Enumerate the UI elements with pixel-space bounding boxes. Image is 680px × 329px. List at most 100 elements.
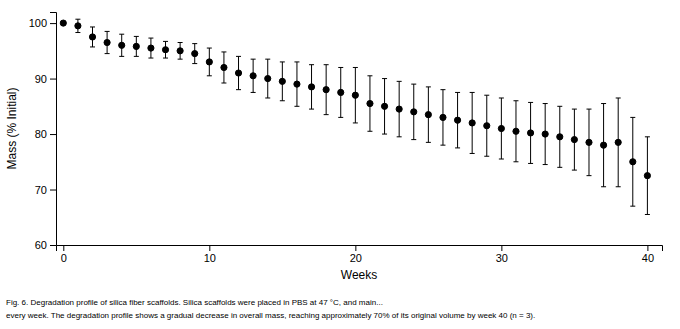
error-bar <box>513 101 518 162</box>
x-tick-label: 0 <box>61 252 67 264</box>
y-tick-label: 60 <box>35 239 47 251</box>
point <box>177 48 183 54</box>
point <box>571 137 577 143</box>
y-tick: 70 <box>35 184 56 196</box>
error-bar <box>484 95 489 156</box>
error-bar <box>221 52 226 83</box>
error-bar <box>645 137 650 215</box>
error-bar <box>236 56 241 89</box>
point <box>396 106 402 112</box>
x-tick: 10 <box>204 245 216 264</box>
point <box>338 89 344 95</box>
x-tick-mark <box>501 245 502 251</box>
error-bar <box>134 36 139 56</box>
error-bar <box>426 87 431 142</box>
x-axis: 0 10 20 30 40 <box>57 245 663 264</box>
x-tick-label: 20 <box>350 252 362 264</box>
chart: 0 10 20 30 40 60 70 80 90 100 Weeks Mass (% Initial… <box>0 0 680 329</box>
point <box>162 47 168 53</box>
point <box>279 78 285 84</box>
point <box>630 159 636 165</box>
error-bar <box>543 104 548 165</box>
y-tick-label: 100 <box>29 17 47 29</box>
error-bar <box>601 104 606 187</box>
error-bar <box>294 62 299 106</box>
point <box>250 73 256 79</box>
y-tick-mark <box>50 79 56 80</box>
x-tick-mark <box>647 245 648 251</box>
point <box>235 70 241 76</box>
point <box>352 92 358 98</box>
x-axis-title: Weeks <box>341 268 377 282</box>
point <box>644 173 650 179</box>
error-bar <box>470 92 475 153</box>
point <box>469 120 475 126</box>
caption: Fig. 6. Degradation profile of silica fi… <box>6 298 383 307</box>
error-bar <box>90 27 95 47</box>
y-tick: 90 <box>35 73 56 85</box>
y-axis-line <box>50 13 57 246</box>
point <box>148 45 154 51</box>
point <box>601 142 607 148</box>
y-tick: 100 <box>29 17 56 29</box>
point <box>104 39 110 45</box>
point <box>192 51 198 57</box>
point <box>89 34 95 40</box>
point <box>586 139 592 145</box>
x-tick-mark <box>209 245 210 251</box>
x-tick-mark <box>63 245 64 251</box>
caption: every week. The degradation profile show… <box>6 311 535 320</box>
point <box>615 139 621 145</box>
point <box>527 130 533 136</box>
error-bar <box>353 67 358 122</box>
error-bar <box>192 44 197 64</box>
y-tick: 80 <box>35 128 56 140</box>
x-tick-label: 30 <box>496 252 508 264</box>
y-axis-title: Mass (% Initial) <box>5 87 19 169</box>
x-tick: 30 <box>496 245 508 264</box>
error-bar <box>440 90 445 145</box>
error-bar <box>105 31 110 53</box>
x-tick-label: 40 <box>642 252 654 264</box>
point <box>75 23 81 29</box>
x-tick: 20 <box>350 245 362 264</box>
point <box>484 123 490 129</box>
point <box>133 43 139 49</box>
point <box>557 134 563 140</box>
error-bar <box>382 79 387 134</box>
error-bar <box>148 38 153 58</box>
point <box>440 114 446 120</box>
x-tick-mark <box>355 245 356 251</box>
y-tick-mark <box>50 245 56 246</box>
y-tick-label: 90 <box>35 73 47 85</box>
point <box>425 112 431 118</box>
error-bar <box>338 67 343 117</box>
point <box>381 103 387 109</box>
point <box>513 128 519 134</box>
error-bar <box>309 65 314 109</box>
error-bar <box>251 59 256 92</box>
error-bar <box>616 98 621 187</box>
error-bar <box>324 65 329 115</box>
x-tick-label: 10 <box>204 252 216 264</box>
error-bar <box>75 19 80 32</box>
y-tick: 60 <box>35 239 56 251</box>
y-tick-mark <box>50 134 56 135</box>
error-bar <box>178 43 183 60</box>
y-axis: 60 70 80 90 100 <box>29 13 57 252</box>
point <box>60 20 66 26</box>
error-bar <box>411 84 416 139</box>
y-tick-mark <box>50 23 56 24</box>
point <box>498 125 504 131</box>
error-bar <box>528 102 533 163</box>
plot: 0 10 20 30 40 60 70 80 90 100 Weeks Mass (% Initial… <box>5 13 663 283</box>
point <box>119 42 125 48</box>
point <box>308 84 314 90</box>
error-bar <box>280 62 285 101</box>
point <box>206 59 212 65</box>
point <box>454 117 460 123</box>
y-tick-label: 70 <box>35 184 47 196</box>
marks <box>60 19 650 214</box>
point <box>265 75 271 81</box>
error-bar <box>455 92 460 147</box>
